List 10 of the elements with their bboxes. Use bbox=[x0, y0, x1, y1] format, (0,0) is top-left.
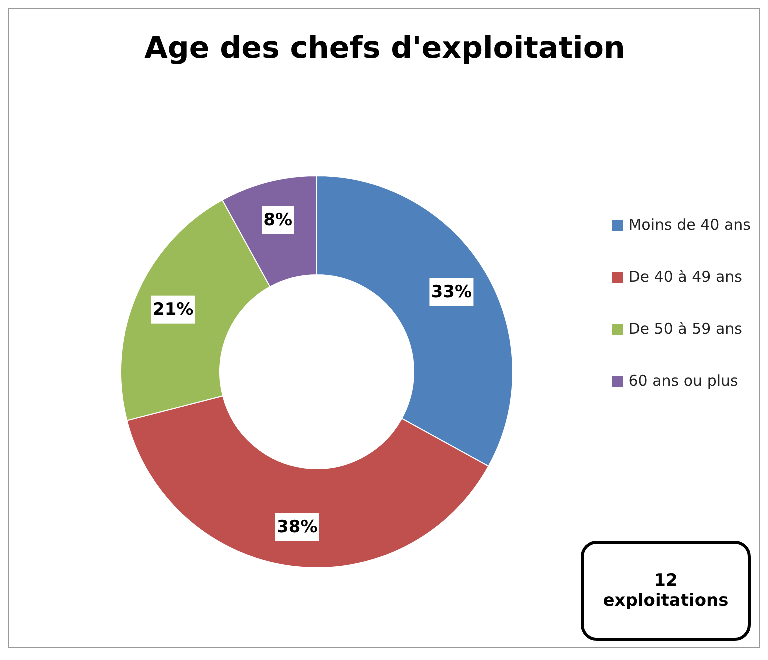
data-label: 38% bbox=[277, 517, 318, 538]
legend-label: Moins de 40 ans bbox=[628, 216, 751, 234]
data-label: 33% bbox=[431, 282, 472, 302]
note-box: 12 exploitations bbox=[581, 541, 751, 641]
chart-title: Age des chefs d'exploitation bbox=[144, 31, 626, 66]
data-label: 21% bbox=[153, 300, 194, 320]
legend-label: De 40 à 49 ans bbox=[628, 268, 742, 286]
data-label: 8% bbox=[264, 210, 293, 230]
legend-label: De 50 à 59 ans bbox=[628, 320, 742, 338]
legend-label: 60 ans ou plus bbox=[628, 372, 738, 390]
